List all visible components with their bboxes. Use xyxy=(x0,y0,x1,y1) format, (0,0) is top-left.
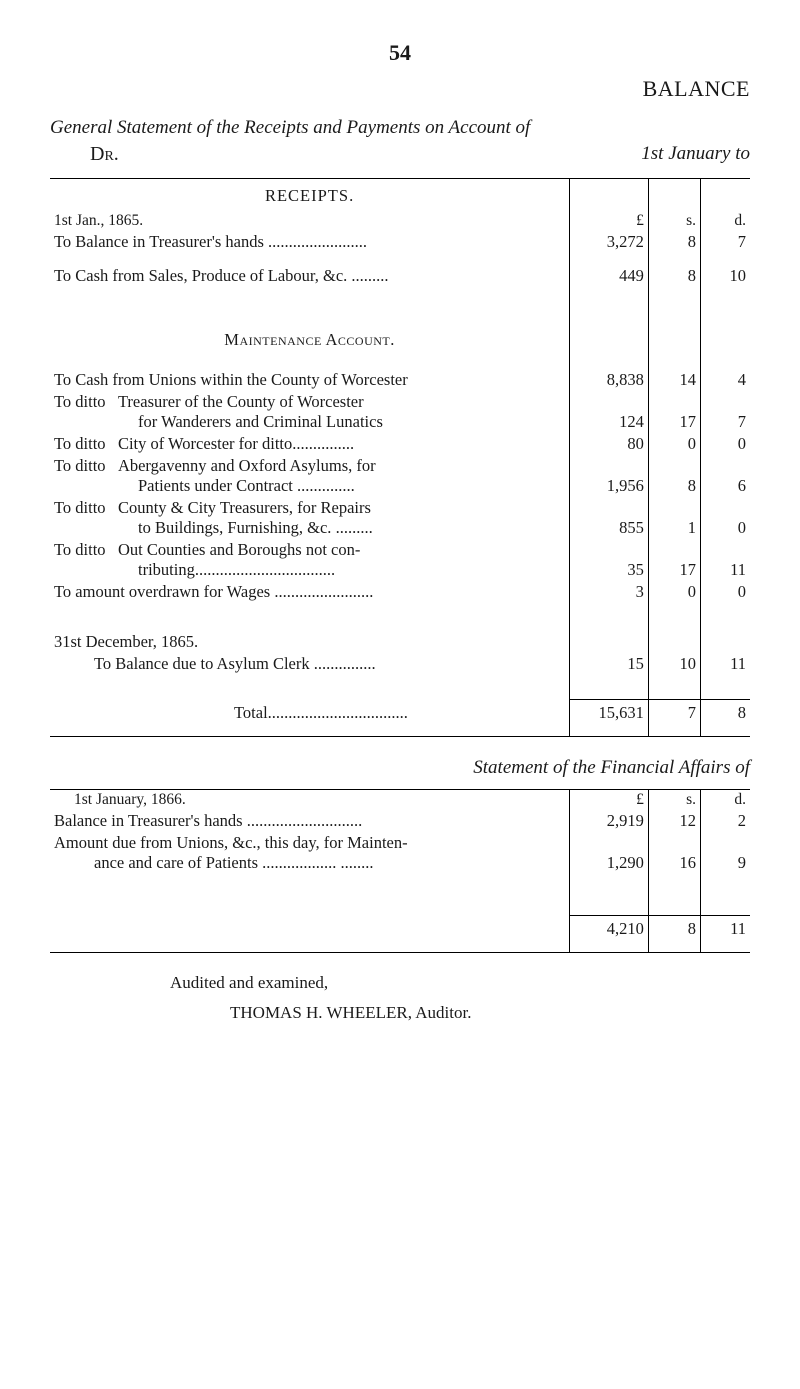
cell-L: 1,956 xyxy=(570,455,649,497)
total2-d: 11 xyxy=(701,918,750,940)
table-row: Amount due from Unions, &c., this day, f… xyxy=(50,832,750,874)
total-d: 8 xyxy=(701,702,750,724)
total-label: Total xyxy=(54,703,268,722)
cell-L: 855 xyxy=(570,497,649,539)
table-row: To Cash from Sales, Produce of Labour, &… xyxy=(50,265,750,287)
row-1stjan-label: 1st Jan., 1865. xyxy=(54,212,143,229)
general-statement-line: General Statement of the Receipts and Pa… xyxy=(50,117,750,139)
cell-L: 8,838 xyxy=(570,369,649,391)
table-row: To Balance in Treasurer's hands ........… xyxy=(50,231,750,253)
cell-d: 0 xyxy=(701,433,750,455)
cell-s: 10 xyxy=(648,653,700,675)
col-pounds: £ xyxy=(570,790,649,810)
maintenance-heading-row: Maintenance Account. xyxy=(50,315,750,357)
ledger-balance-1866-table: 1st January, 1866. £ s. d. Balance in Tr… xyxy=(50,789,750,954)
col-pence: d. xyxy=(701,790,750,810)
cell-d: 7 xyxy=(701,231,750,253)
table-row: To Cash from Unions within the County of… xyxy=(50,369,750,391)
col-pounds: £ xyxy=(570,211,649,231)
table-row: Balance in Treasurer's hands ...........… xyxy=(50,810,750,832)
cell-d: 11 xyxy=(701,653,750,675)
dec31-heading-row: 31st December, 1865. xyxy=(50,631,750,653)
cell-s: 1 xyxy=(648,497,700,539)
cell-d: 0 xyxy=(701,497,750,539)
balance-asylum-clerk-label: To Balance due to Asylum Clerk xyxy=(54,654,310,673)
cell-d: 9 xyxy=(701,832,750,874)
cell-s: 14 xyxy=(648,369,700,391)
cell-s: 16 xyxy=(648,832,700,874)
dr-label: Dr. xyxy=(90,143,119,166)
ditto-prefix: To ditto xyxy=(54,540,106,559)
col-pence: d. xyxy=(701,211,750,231)
cell-L: 15 xyxy=(570,653,649,675)
unions-worcester-label: To Cash from Unions within the County of… xyxy=(54,370,408,389)
table-row: To ditto Treasurer of the County of Worc… xyxy=(50,391,750,433)
dr-january-row: Dr. 1st January to xyxy=(50,143,750,166)
overdrawn-wages-label: To amount overdrawn for Wages xyxy=(54,582,270,601)
cell-d: 4 xyxy=(701,369,750,391)
total-L: 15,631 xyxy=(570,702,649,724)
ledger-receipts-table: RECEIPTS. 1st Jan., 1865. £ s. d. To Bal… xyxy=(50,178,750,737)
ditto-prefix: To ditto xyxy=(54,434,106,453)
cell-s: 0 xyxy=(648,433,700,455)
cell-s: 0 xyxy=(648,581,700,603)
balance-treasurer-1866-label: Balance in Treasurer's hands xyxy=(54,811,243,830)
cell-s: 17 xyxy=(648,391,700,433)
cell-d: 0 xyxy=(701,581,750,603)
cell-d: 7 xyxy=(701,391,750,433)
total2-s: 8 xyxy=(648,918,700,940)
dec31-heading: 31st December, 1865. xyxy=(54,632,198,651)
cell-L: 124 xyxy=(570,391,649,433)
column-headers-row-2: 1st January, 1866. £ s. d. xyxy=(50,790,750,810)
table-row: To ditto Out Counties and Boroughs not c… xyxy=(50,539,750,581)
cell-s: 12 xyxy=(648,810,700,832)
cell-L: 1,290 xyxy=(570,832,649,874)
ditto-prefix: To ditto xyxy=(54,456,106,475)
city-worcester-label: City of Worcester for ditto xyxy=(118,434,292,453)
cell-L: 449 xyxy=(570,265,649,287)
cell-L: 35 xyxy=(570,539,649,581)
cell-L: 80 xyxy=(570,433,649,455)
auditor-label: THOMAS H. WHEELER, Auditor. xyxy=(50,1003,750,1023)
jan1866-label: 1st January, 1866. xyxy=(54,791,186,808)
cell-L: 3,272 xyxy=(570,231,649,253)
table-row: To ditto City of Worcester for ditto....… xyxy=(50,433,750,455)
receipts-heading: RECEIPTS. xyxy=(54,180,565,210)
table-row: To ditto County & City Treasurers, for R… xyxy=(50,497,750,539)
table-row: To amount overdrawn for Wages ..........… xyxy=(50,581,750,603)
table-row: To Balance due to Asylum Clerk .........… xyxy=(50,653,750,675)
ditto-prefix: To ditto xyxy=(54,392,106,411)
cell-L: 3 xyxy=(570,581,649,603)
total-s: 7 xyxy=(648,702,700,724)
total-row: Total.................................. … xyxy=(50,702,750,724)
cell-d: 6 xyxy=(701,455,750,497)
balance-treasurer-label: To Balance in Treasurer's hands xyxy=(54,232,264,251)
cell-s: 8 xyxy=(648,265,700,287)
maintenance-heading: Maintenance Account. xyxy=(54,316,565,356)
receipts-heading-row: RECEIPTS. xyxy=(50,179,750,211)
column-headers-row: 1st Jan., 1865. £ s. d. xyxy=(50,211,750,231)
ditto-prefix: To ditto xyxy=(54,498,106,517)
first-january-label: 1st January to xyxy=(641,143,750,166)
total-row-2: 4,210 8 11 xyxy=(50,918,750,940)
cell-s: 8 xyxy=(648,231,700,253)
cell-d: 11 xyxy=(701,539,750,581)
cell-d: 2 xyxy=(701,810,750,832)
total2-L: 4,210 xyxy=(570,918,649,940)
balance-heading: BALANCE xyxy=(50,76,750,102)
audited-label: Audited and examined, xyxy=(50,973,750,993)
cell-s: 17 xyxy=(648,539,700,581)
col-shillings: s. xyxy=(648,211,700,231)
cell-d: 10 xyxy=(701,265,750,287)
table-row: To ditto Abergavenny and Oxford Asylums,… xyxy=(50,455,750,497)
col-shillings: s. xyxy=(648,790,700,810)
statement-financial-heading: Statement of the Financial Affairs of xyxy=(50,757,750,779)
cell-L: 2,919 xyxy=(570,810,649,832)
cell-s: 8 xyxy=(648,455,700,497)
page-number: 54 xyxy=(50,40,750,66)
cash-sales-label: To Cash from Sales, Produce of Labour, &… xyxy=(54,266,347,285)
